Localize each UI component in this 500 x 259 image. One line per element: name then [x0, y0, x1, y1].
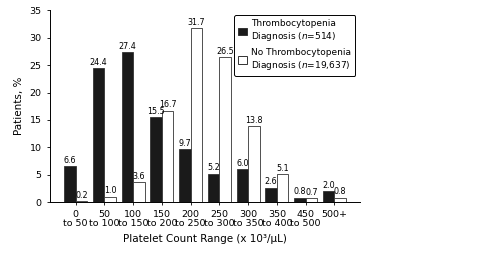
Text: 27.4: 27.4	[118, 42, 136, 51]
Bar	[306, 198, 317, 202]
Text: 1.0: 1.0	[104, 186, 117, 195]
X-axis label: Platelet Count Range (x 10³/μL): Platelet Count Range (x 10³/μL)	[123, 234, 287, 244]
Bar	[334, 198, 346, 202]
Text: 3.6: 3.6	[132, 172, 145, 181]
Legend: Thrombocytopenia
Diagnosis ($n$=514), No Thrombocytopenia
Diagnosis ($n$=19,637): Thrombocytopenia Diagnosis ($n$=514), No…	[234, 15, 356, 76]
Bar	[93, 68, 104, 202]
Bar	[122, 52, 133, 202]
Bar	[220, 57, 231, 202]
Bar	[104, 197, 116, 202]
Bar	[266, 188, 277, 202]
Bar	[208, 174, 220, 202]
Text: 31.7: 31.7	[188, 18, 205, 27]
Text: 6.6: 6.6	[64, 155, 76, 164]
Text: 2.0: 2.0	[322, 181, 335, 190]
Bar	[133, 182, 144, 202]
Text: 13.8: 13.8	[245, 116, 262, 125]
Text: 0.7: 0.7	[305, 188, 318, 197]
Text: 6.0: 6.0	[236, 159, 248, 168]
Bar	[323, 191, 334, 202]
Text: 16.7: 16.7	[159, 100, 176, 109]
Bar	[76, 201, 87, 202]
Text: 24.4: 24.4	[90, 58, 108, 67]
Bar	[294, 198, 306, 202]
Text: 9.7: 9.7	[178, 139, 191, 148]
Bar	[277, 174, 288, 202]
Text: 0.2: 0.2	[75, 191, 88, 199]
Text: 5.1: 5.1	[276, 164, 289, 173]
Text: 5.2: 5.2	[208, 163, 220, 172]
Bar	[248, 126, 260, 202]
Bar	[64, 166, 76, 202]
Text: 15.5: 15.5	[147, 107, 165, 116]
Bar	[190, 28, 202, 202]
Bar	[162, 111, 173, 202]
Text: 0.8: 0.8	[294, 187, 306, 196]
Bar	[179, 149, 190, 202]
Bar	[150, 117, 162, 202]
Bar	[236, 169, 248, 202]
Y-axis label: Patients, %: Patients, %	[14, 77, 24, 135]
Text: 0.8: 0.8	[334, 187, 346, 196]
Text: 2.6: 2.6	[265, 177, 278, 186]
Text: 26.5: 26.5	[216, 47, 234, 55]
